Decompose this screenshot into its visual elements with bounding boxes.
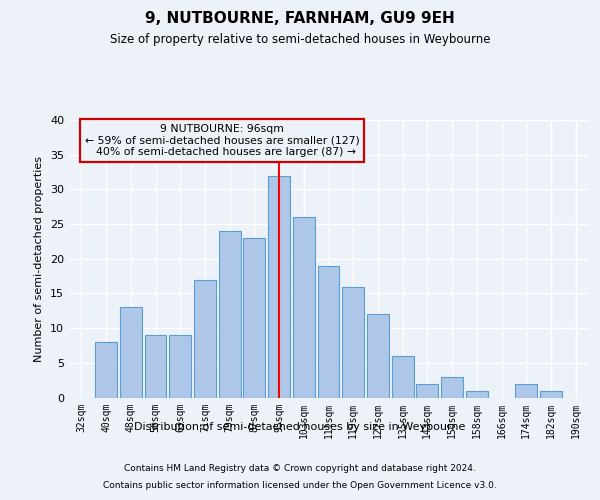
Bar xyxy=(194,280,216,398)
Y-axis label: Number of semi-detached properties: Number of semi-detached properties xyxy=(34,156,44,362)
Bar xyxy=(145,335,166,398)
Text: 9 NUTBOURNE: 96sqm
← 59% of semi-detached houses are smaller (127)
  40% of semi: 9 NUTBOURNE: 96sqm ← 59% of semi-detache… xyxy=(85,124,359,158)
Bar xyxy=(120,308,142,398)
Bar xyxy=(343,286,364,398)
Bar xyxy=(515,384,537,398)
Bar xyxy=(367,314,389,398)
Bar xyxy=(392,356,413,398)
Bar xyxy=(244,238,265,398)
Text: Contains public sector information licensed under the Open Government Licence v3: Contains public sector information licen… xyxy=(103,481,497,490)
Bar xyxy=(317,266,340,398)
Text: Size of property relative to semi-detached houses in Weybourne: Size of property relative to semi-detach… xyxy=(110,32,490,46)
Bar xyxy=(95,342,117,398)
Bar xyxy=(416,384,438,398)
Bar xyxy=(169,335,191,398)
Text: Distribution of semi-detached houses by size in Weybourne: Distribution of semi-detached houses by … xyxy=(134,422,466,432)
Text: Contains HM Land Registry data © Crown copyright and database right 2024.: Contains HM Land Registry data © Crown c… xyxy=(124,464,476,473)
Bar xyxy=(293,217,314,398)
Bar xyxy=(466,390,488,398)
Bar xyxy=(441,376,463,398)
Text: 9, NUTBOURNE, FARNHAM, GU9 9EH: 9, NUTBOURNE, FARNHAM, GU9 9EH xyxy=(145,11,455,26)
Bar xyxy=(268,176,290,398)
Bar xyxy=(540,390,562,398)
Bar xyxy=(219,231,241,398)
